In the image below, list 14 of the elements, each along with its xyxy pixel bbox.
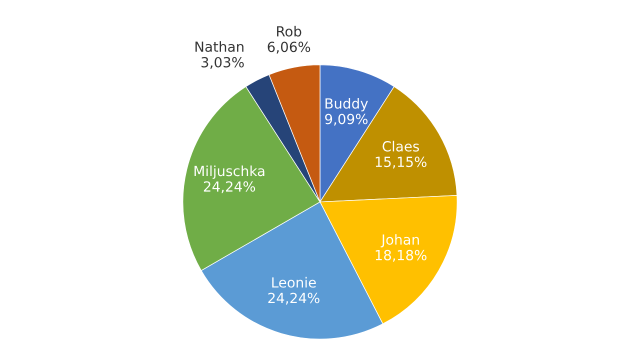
slice-label: Johan: [380, 234, 419, 248]
data-label: 15,15%: [376, 156, 426, 169]
data-label: 9,09%: [325, 114, 368, 126]
data-label: 24,24%: [268, 292, 320, 305]
slice-label: Claes: [382, 140, 420, 152]
slice-label: Buddy: [326, 98, 368, 112]
data-label: 6,06%: [268, 42, 310, 54]
slice-label: Nathan: [195, 41, 244, 52]
slice-label: Leonie: [272, 276, 316, 288]
data-label: 3,03%: [202, 56, 244, 69]
data-label: 24,24%: [204, 181, 256, 194]
slice-label: Rob: [277, 26, 302, 37]
data-label: 18,18%: [376, 250, 426, 262]
slice-label: Miljuschka: [194, 165, 264, 179]
